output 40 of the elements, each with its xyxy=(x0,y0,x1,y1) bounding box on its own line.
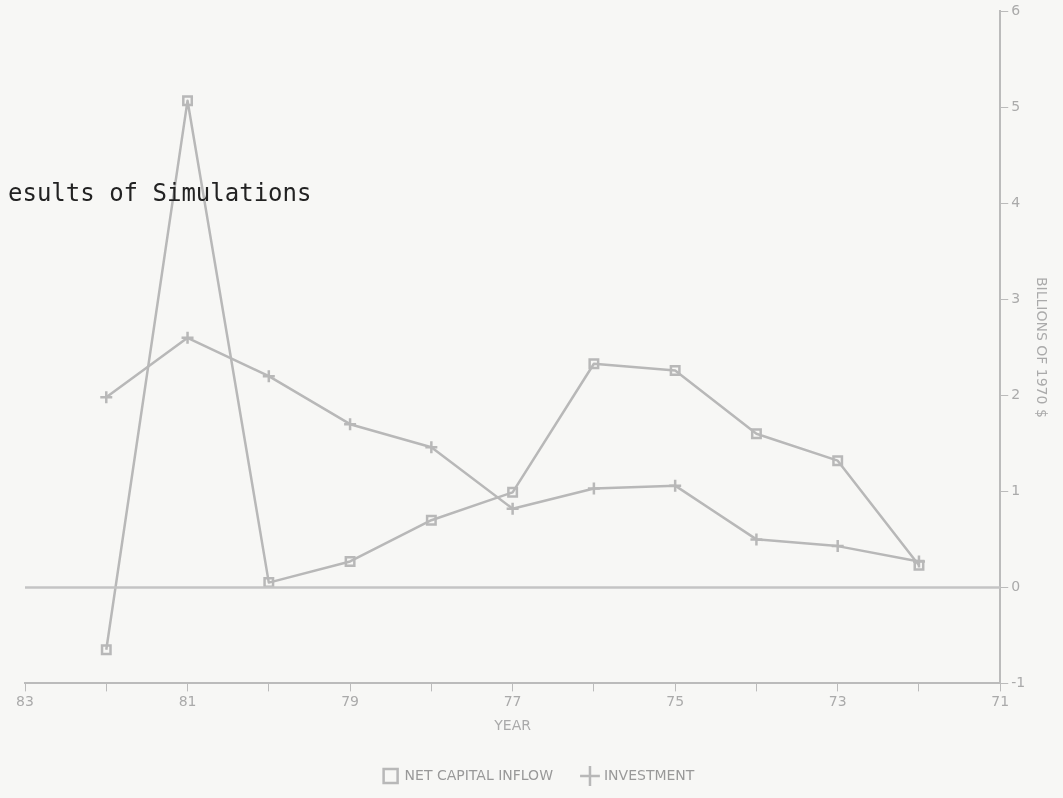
point xyxy=(261,368,277,384)
y-tick-label: 5 xyxy=(1011,98,1021,115)
point xyxy=(913,559,925,571)
point xyxy=(99,390,114,405)
point xyxy=(505,501,520,516)
x-tick-label: 73 xyxy=(828,693,847,710)
x-tick-label: 81 xyxy=(178,693,197,710)
point xyxy=(832,455,844,467)
point xyxy=(507,486,519,498)
y-tick-label: -1 xyxy=(1011,674,1026,691)
point xyxy=(344,555,356,567)
x-tick-label: 71 xyxy=(991,693,1010,710)
y-tick-label: 0 xyxy=(1011,578,1021,595)
legend-label: NET CAPITAL INFLOW xyxy=(404,766,554,783)
point xyxy=(100,644,112,656)
y-tick-label: 2 xyxy=(1011,386,1021,403)
point xyxy=(425,514,437,526)
x-tick-label: 83 xyxy=(16,693,34,710)
x-tick-label: 75 xyxy=(666,693,685,710)
point xyxy=(342,416,358,432)
x-axis-title: YEAR xyxy=(493,717,532,734)
y-tick-label: 4 xyxy=(1011,194,1021,211)
y-tick-label: 3 xyxy=(1011,290,1021,307)
point xyxy=(180,330,195,346)
point xyxy=(424,439,439,455)
legend-label: INVESTMENT xyxy=(603,766,695,783)
point xyxy=(588,358,600,370)
x-tick-label: 79 xyxy=(341,693,359,710)
x-tick-label: 77 xyxy=(503,693,522,710)
point xyxy=(182,95,194,107)
point xyxy=(586,481,602,496)
y-tick-label: 1 xyxy=(1011,482,1021,499)
point xyxy=(669,364,681,376)
y-axis-title: BILLIONS OF 1970 $ xyxy=(1033,276,1050,418)
annotation: esults of Simulations xyxy=(8,179,312,208)
y-tick-label: 6 xyxy=(1011,2,1021,19)
point xyxy=(749,532,764,547)
point xyxy=(750,428,762,440)
point xyxy=(667,478,683,493)
point xyxy=(830,538,845,554)
